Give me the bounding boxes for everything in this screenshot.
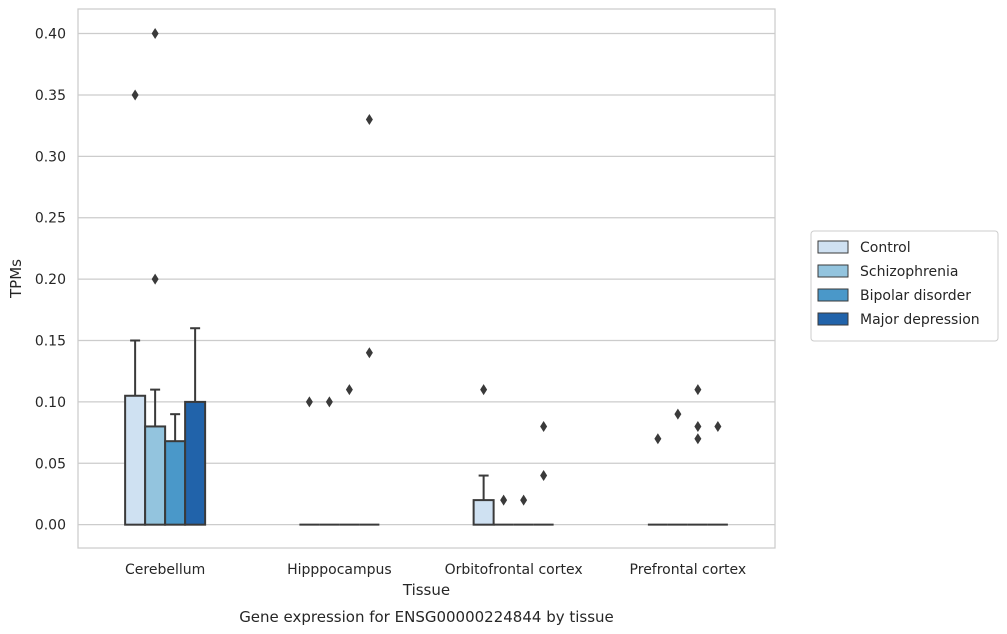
y-tick-labels: 0.00 0.05 0.10 0.15 0.20 0.25 0.30 0.35 0.40 xyxy=(35,27,66,534)
outlier-point xyxy=(694,420,702,432)
plot-frame xyxy=(77,8,776,549)
legend-label: Bipolar disorder xyxy=(860,288,971,304)
legend-swatch xyxy=(817,312,849,326)
y-tick-label: 0.15 xyxy=(35,334,66,350)
outlier-point xyxy=(694,384,702,396)
outlier-point xyxy=(540,420,548,432)
error-bars xyxy=(130,327,489,501)
chart-caption: Gene expression for ENSG00000224844 by t… xyxy=(239,608,614,626)
legend-swatch xyxy=(817,240,849,254)
outlier-point xyxy=(694,433,702,445)
x-tick-label: Prefrontal cortex xyxy=(630,562,747,578)
bar xyxy=(124,394,147,526)
outlier-point xyxy=(654,433,662,445)
y-axis-title: TPMs xyxy=(7,259,25,299)
outlier-point xyxy=(540,470,548,482)
outlier-point xyxy=(500,494,508,506)
outlier-point xyxy=(131,89,139,101)
outlier-point xyxy=(674,408,682,420)
outlier-point xyxy=(151,273,159,285)
legend: Control Schizophrenia Bipolar disorder Majo… xyxy=(810,230,999,342)
outlier-point xyxy=(365,347,373,359)
y-tick-label: 0.35 xyxy=(35,88,66,104)
y-tick-label: 0.20 xyxy=(35,272,66,288)
bar xyxy=(144,425,167,526)
outlier-points xyxy=(131,28,722,506)
x-tick-label: Orbitofrontal cortex xyxy=(445,562,583,578)
x-tick-label: Cerebellum xyxy=(125,562,205,578)
outlier-point xyxy=(480,384,488,396)
legend-swatch xyxy=(817,288,849,302)
y-tick-label: 0.25 xyxy=(35,211,66,227)
legend-box xyxy=(810,230,999,342)
y-tick-label: 0.00 xyxy=(35,518,66,534)
bar xyxy=(472,499,495,526)
y-tick-label: 0.40 xyxy=(35,27,66,43)
outlier-point xyxy=(365,114,373,126)
y-tick-label: 0.30 xyxy=(35,149,66,165)
bars xyxy=(124,394,728,526)
outlier-point xyxy=(520,494,528,506)
outlier-point xyxy=(345,384,353,396)
outlier-point xyxy=(714,420,722,432)
legend-label: Major depression xyxy=(860,312,980,328)
outlier-point xyxy=(151,28,159,40)
x-tick-labels: Cerebellum Hipppocampus Orbitofrontal cort… xyxy=(125,562,746,578)
legend-swatch xyxy=(817,264,849,278)
bar xyxy=(184,400,207,526)
outlier-point xyxy=(305,396,313,408)
legend-label: Control xyxy=(860,240,911,256)
y-tick-label: 0.05 xyxy=(35,456,66,472)
outlier-point xyxy=(325,396,333,408)
bar xyxy=(164,440,187,526)
x-axis-title: Tissue xyxy=(402,581,450,599)
legend-label: Schizophrenia xyxy=(860,264,958,280)
x-tick-label: Hipppocampus xyxy=(287,562,392,578)
y-tick-label: 0.10 xyxy=(35,395,66,411)
